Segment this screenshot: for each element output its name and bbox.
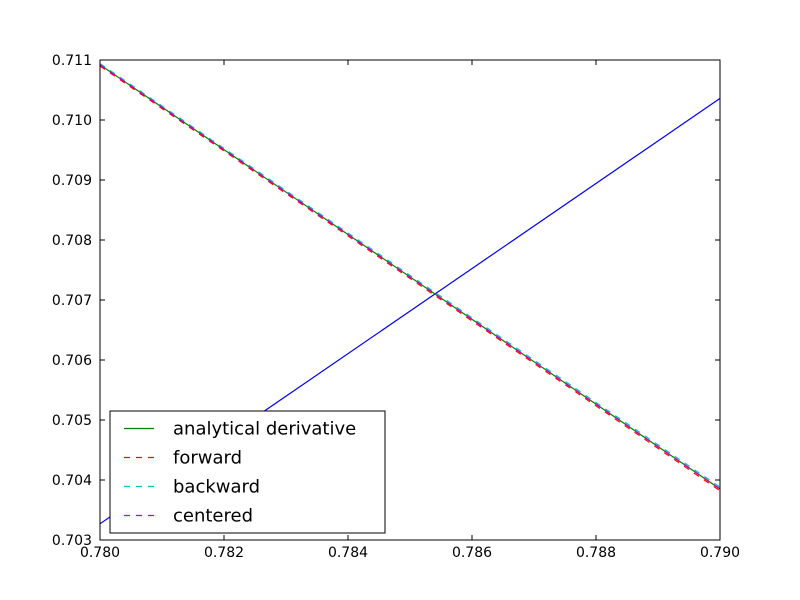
y-tick-label: 0.708	[52, 233, 92, 249]
y-tick-label: 0.710	[52, 113, 92, 129]
y-tick-label: 0.709	[52, 173, 92, 189]
x-tick-label: 0.786	[452, 545, 492, 561]
y-tick-label: 0.703	[52, 533, 92, 549]
plot-frame	[99, 59, 721, 541]
legend-label-analytical: analytical derivative	[173, 419, 356, 440]
x-tick-label: 0.784	[328, 545, 368, 561]
legend-label-forward: forward	[173, 448, 242, 469]
y-tick-label: 0.705	[52, 413, 92, 429]
y-tick-label: 0.706	[52, 353, 92, 369]
series-line-backward	[100, 63, 720, 488]
legend-box	[109, 410, 386, 534]
legend-label-backward: backward	[173, 477, 260, 498]
series-line-centered	[100, 64, 720, 490]
x-tick-label: 0.780	[80, 545, 120, 561]
x-tick-label: 0.782	[204, 545, 244, 561]
series-line-forward	[100, 65, 720, 492]
y-tick-label: 0.707	[52, 293, 92, 309]
x-tick-label: 0.790	[700, 545, 740, 561]
legend-label-centered: centered	[173, 506, 253, 527]
y-tick-label: 0.704	[52, 473, 92, 489]
x-tick-label: 0.788	[576, 545, 616, 561]
y-tick-label: 0.711	[52, 53, 92, 69]
